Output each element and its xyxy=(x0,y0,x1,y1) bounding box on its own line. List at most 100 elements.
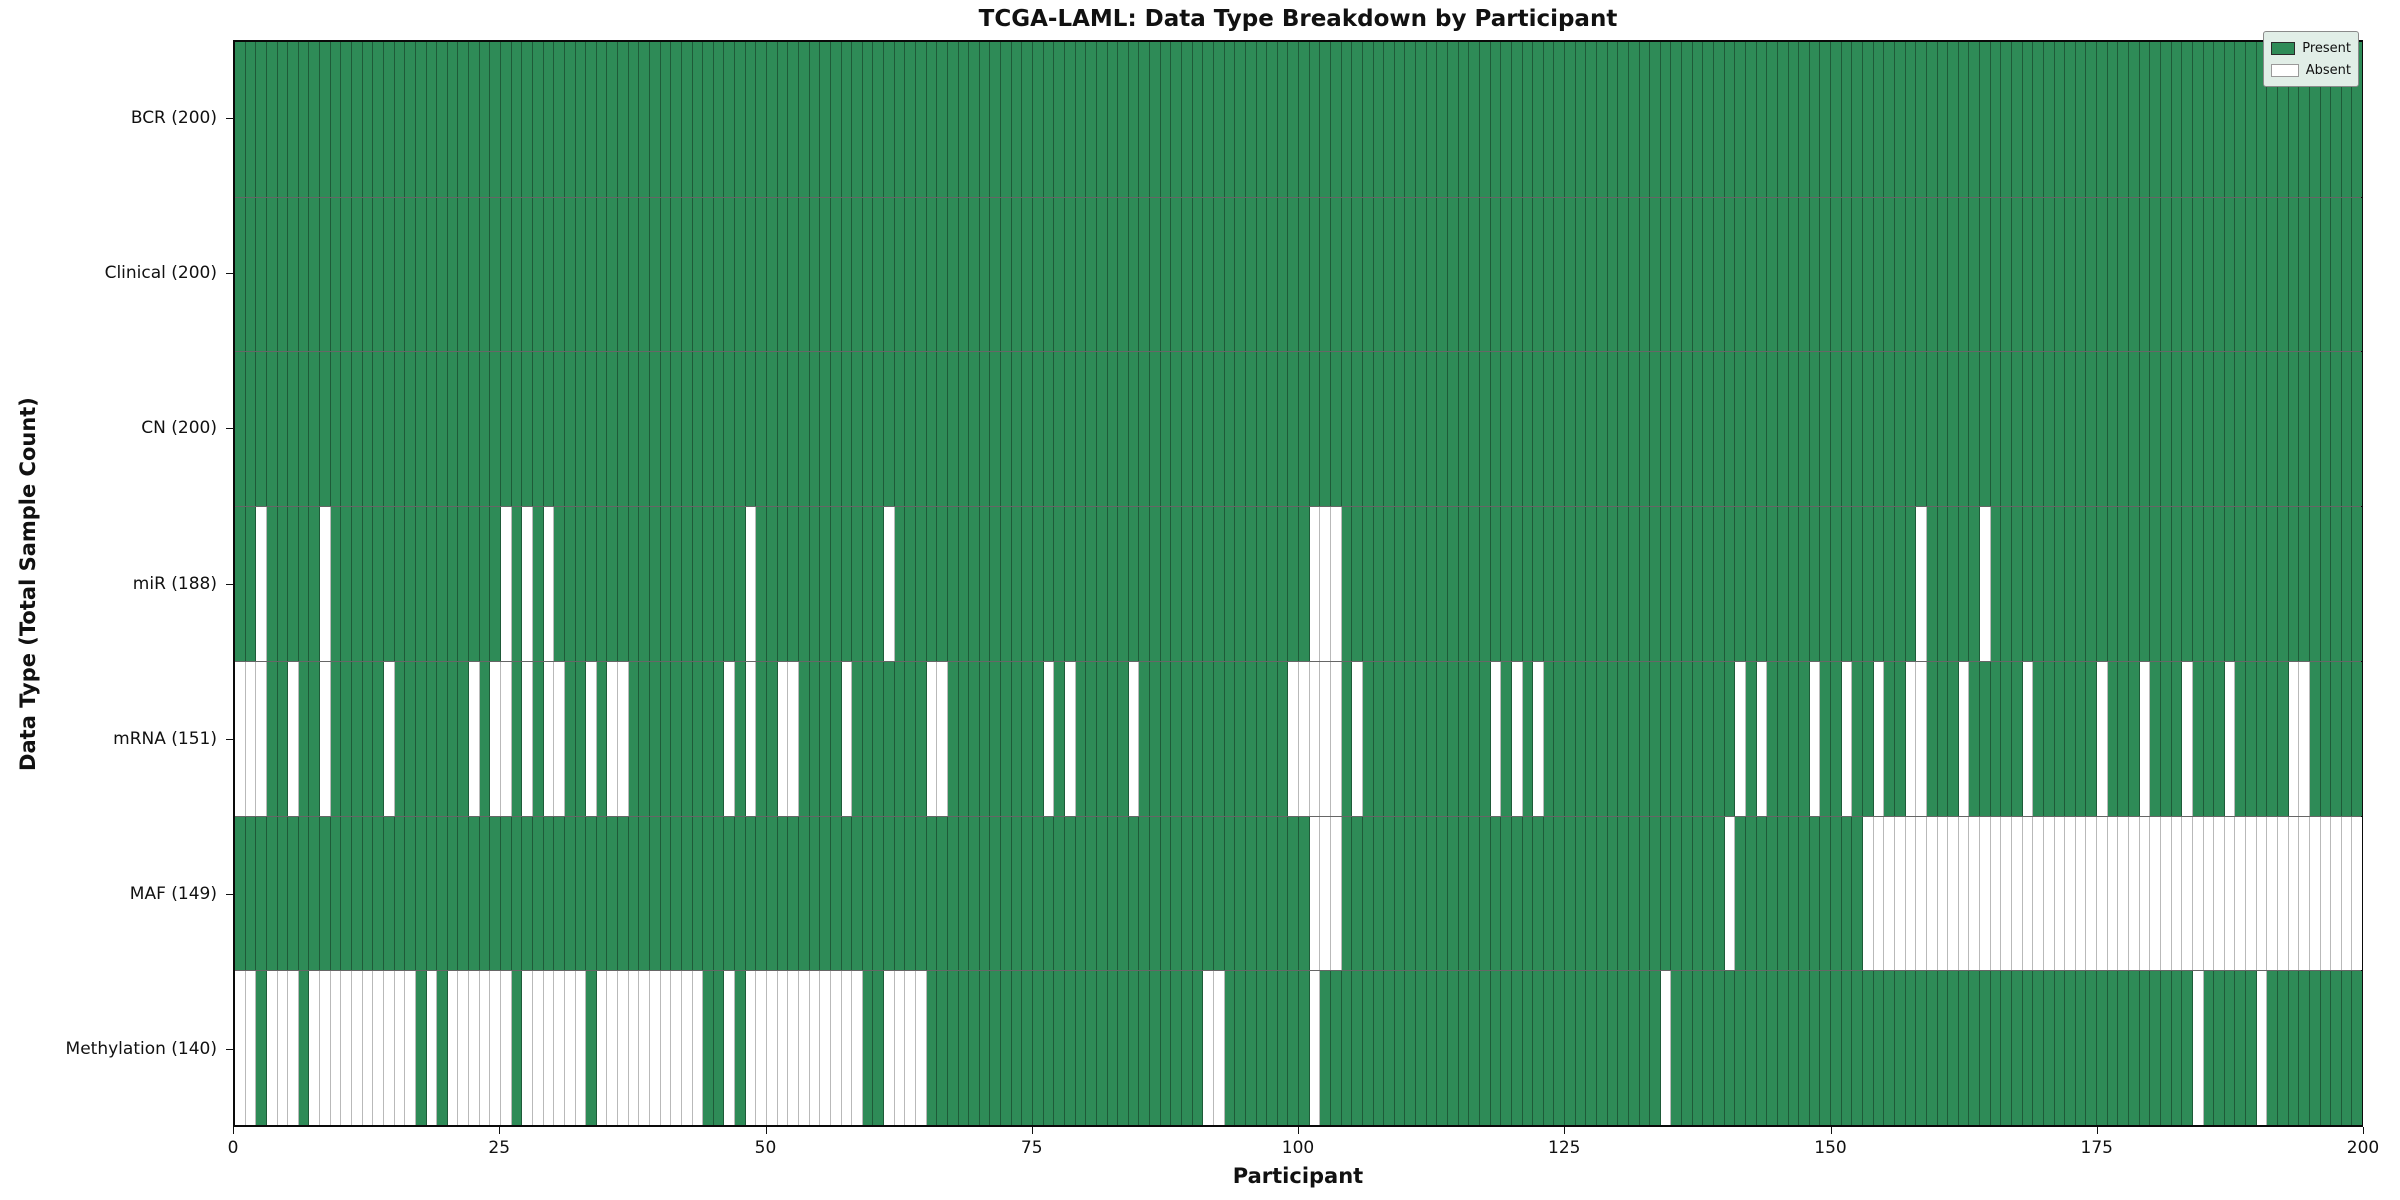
cell-Methylation-105 xyxy=(1352,971,1363,1125)
cell-Clinical-24 xyxy=(490,197,502,352)
cell-Methylation-106 xyxy=(1362,971,1374,1125)
cell-Clinical-10 xyxy=(341,197,353,352)
cell-BCR-3 xyxy=(266,42,278,197)
cell-MAF-39 xyxy=(649,816,661,971)
cell-miR-55 xyxy=(820,507,831,661)
cell-CN-186 xyxy=(2214,352,2225,507)
cell-Clinical-18 xyxy=(426,197,438,352)
cell-Methylation-78 xyxy=(1064,971,1076,1125)
cell-Clinical-156 xyxy=(1894,197,1906,352)
cell-miR-166 xyxy=(2001,507,2012,661)
cell-BCR-125 xyxy=(1565,42,1576,197)
cell-MAF-49 xyxy=(756,816,768,971)
cell-miR-120 xyxy=(1511,507,1523,661)
cell-Methylation-69 xyxy=(969,971,980,1125)
cell-mRNA-174 xyxy=(2086,661,2098,816)
cell-MAF-135 xyxy=(1671,816,1683,971)
cell-miR-90 xyxy=(1192,507,1204,661)
cell-Clinical-184 xyxy=(2192,197,2204,352)
cell-miR-37 xyxy=(628,507,640,661)
cell-Clinical-89 xyxy=(1182,197,1193,352)
cell-Clinical-190 xyxy=(2256,197,2268,352)
cell-mRNA-119 xyxy=(1501,661,1512,816)
cell-MAF-160 xyxy=(1937,816,1949,971)
cell-miR-8 xyxy=(320,507,331,661)
cell-CN-178 xyxy=(2129,352,2140,507)
cell-MAF-109 xyxy=(1394,816,1406,971)
cell-MAF-40 xyxy=(660,816,672,971)
cell-MAF-8 xyxy=(320,816,331,971)
cell-Methylation-124 xyxy=(1554,971,1566,1125)
cell-miR-131 xyxy=(1628,507,1640,661)
cell-CN-81 xyxy=(1096,352,1108,507)
cell-Clinical-14 xyxy=(383,197,395,352)
cell-MAF-196 xyxy=(2320,816,2332,971)
cell-BCR-12 xyxy=(362,42,374,197)
cell-Clinical-186 xyxy=(2214,197,2225,352)
cell-CN-12 xyxy=(362,352,374,507)
cell-CN-7 xyxy=(309,352,321,507)
cell-BCR-82 xyxy=(1107,42,1119,197)
x-tick-label-25: 25 xyxy=(488,1138,511,1158)
cell-Methylation-61 xyxy=(884,971,895,1125)
cell-miR-73 xyxy=(1011,507,1023,661)
x-tick-mark xyxy=(2096,1127,2098,1134)
cell-mRNA-55 xyxy=(820,661,831,816)
cell-BCR-61 xyxy=(884,42,895,197)
cell-mRNA-77 xyxy=(1054,661,1065,816)
cell-MAF-93 xyxy=(1224,816,1236,971)
cell-BCR-97 xyxy=(1267,42,1278,197)
cell-miR-128 xyxy=(1597,507,1608,661)
cell-CN-47 xyxy=(735,352,746,507)
cell-MAF-180 xyxy=(2150,816,2161,971)
cell-Clinical-93 xyxy=(1224,197,1236,352)
cell-miR-178 xyxy=(2129,507,2140,661)
cell-CN-20 xyxy=(447,352,459,507)
cell-miR-60 xyxy=(873,507,885,661)
cell-Methylation-75 xyxy=(1033,971,1044,1125)
cell-MAF-106 xyxy=(1362,816,1374,971)
cell-BCR-69 xyxy=(969,42,980,197)
cell-CN-32 xyxy=(575,352,587,507)
cell-BCR-110 xyxy=(1405,42,1417,197)
cell-Clinical-36 xyxy=(618,197,629,352)
x-tick-label-0: 0 xyxy=(227,1138,239,1158)
cell-BCR-16 xyxy=(405,42,416,197)
cell-miR-102 xyxy=(1320,507,1331,661)
cell-Methylation-183 xyxy=(2182,971,2193,1125)
cell-BCR-193 xyxy=(2288,42,2300,197)
cell-Methylation-130 xyxy=(1618,971,1629,1125)
cell-miR-65 xyxy=(926,507,938,661)
cell-Methylation-179 xyxy=(2139,971,2151,1125)
cell-miR-41 xyxy=(671,507,682,661)
cell-miR-9 xyxy=(330,507,342,661)
cell-mRNA-101 xyxy=(1309,661,1321,816)
cell-CN-181 xyxy=(2160,352,2172,507)
cell-CN-116 xyxy=(1469,352,1480,507)
cell-MAF-158 xyxy=(1916,816,1927,971)
cell-BCR-140 xyxy=(1724,42,1736,197)
cell-miR-76 xyxy=(1043,507,1055,661)
cell-miR-78 xyxy=(1064,507,1076,661)
cell-MAF-77 xyxy=(1054,816,1065,971)
y-tick-mark xyxy=(226,272,233,274)
cell-MAF-152 xyxy=(1852,816,1864,971)
cell-mRNA-40 xyxy=(660,661,672,816)
cell-MAF-62 xyxy=(894,816,906,971)
cell-miR-109 xyxy=(1394,507,1406,661)
cell-miR-187 xyxy=(2224,507,2236,661)
cell-miR-167 xyxy=(2011,507,2023,661)
cell-BCR-198 xyxy=(2341,42,2353,197)
cell-Methylation-180 xyxy=(2150,971,2161,1125)
cell-MAF-98 xyxy=(1277,816,1289,971)
heatmap-row-CN xyxy=(235,351,2363,507)
cell-BCR-49 xyxy=(756,42,768,197)
cell-MAF-33 xyxy=(586,816,597,971)
cell-mRNA-167 xyxy=(2011,661,2023,816)
cell-BCR-91 xyxy=(1203,42,1214,197)
cell-CN-65 xyxy=(926,352,938,507)
cell-BCR-5 xyxy=(288,42,299,197)
cell-Methylation-127 xyxy=(1586,971,1597,1125)
cell-mRNA-91 xyxy=(1203,661,1214,816)
cell-miR-67 xyxy=(947,507,959,661)
